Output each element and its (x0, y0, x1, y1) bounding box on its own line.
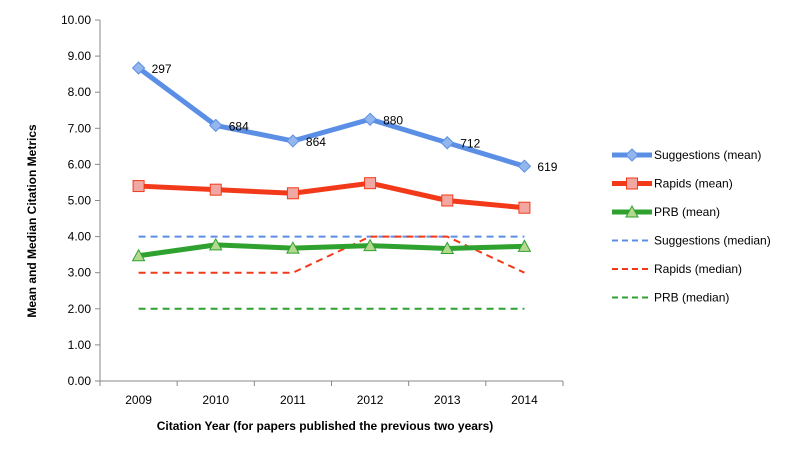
y-tick-label: 4.00 (68, 230, 92, 244)
y-tick-label: 8.00 (68, 85, 92, 99)
axes: 0.00 1.00 2.00 3.00 4.00 5.00 6.00 7.00 8.00 9.00… (61, 13, 564, 407)
data-point (363, 238, 377, 252)
data-point (363, 112, 377, 126)
series-rapids-median (138, 235, 525, 274)
legend-item-rapids-mean: Rapids (mean) (612, 177, 733, 191)
data-point (441, 194, 454, 207)
y-tick-label: 6.00 (68, 157, 92, 171)
y-tick-label: 10.00 (61, 13, 91, 27)
plot-area: 297 684 864 880 712 619 (131, 61, 558, 310)
data-point (131, 248, 146, 262)
y-tick-label: 3.00 (68, 266, 92, 280)
y-tick-label: 1.00 (68, 338, 92, 352)
data-point (209, 183, 222, 196)
series-line (138, 235, 525, 274)
x-tick-label: 2010 (202, 393, 229, 407)
data-label: 864 (306, 135, 326, 149)
series-rapids-mean (132, 177, 531, 214)
legend-label: PRB (median) (654, 291, 729, 305)
x-axis-title: Citation Year (for papers published the … (157, 419, 494, 433)
data-point (132, 180, 145, 193)
data-point (440, 241, 455, 255)
data-point (440, 136, 454, 150)
x-tick-label: 2009 (125, 393, 152, 407)
legend-label: Rapids (mean) (654, 177, 733, 191)
data-label: 880 (383, 113, 403, 127)
legend: Suggestions (mean) Rapids (mean) PRB (mean… (612, 148, 771, 305)
legend-item-suggestions-mean: Suggestions (mean) (612, 148, 761, 162)
data-point (517, 239, 532, 252)
legend-label: Suggestions (median) (654, 234, 771, 248)
legend-item-prb-mean: PRB (mean) (612, 204, 720, 219)
series-line (136, 180, 527, 211)
data-label: 684 (229, 119, 249, 133)
legend-marker (626, 177, 638, 190)
y-tick-label: 7.00 (68, 121, 92, 135)
data-point (286, 241, 300, 254)
legend-label: PRB (mean) (654, 205, 720, 219)
legend-item-suggestions-median: Suggestions (median) (612, 234, 771, 248)
y-tick-label: 9.00 (68, 49, 92, 63)
data-point (518, 201, 531, 214)
data-point (517, 159, 532, 173)
legend-marker (625, 148, 639, 162)
x-tick-label: 2013 (434, 393, 461, 407)
x-tick-label: 2012 (357, 393, 384, 407)
data-point (286, 187, 299, 200)
legend-label: Suggestions (mean) (654, 148, 761, 162)
data-point (364, 177, 377, 190)
y-tick-label: 2.00 (68, 302, 92, 316)
data-label: 619 (537, 160, 557, 174)
y-tick-label: 0.00 (68, 374, 92, 388)
y-axis-title: Mean and Median Citation Metrics (25, 124, 39, 318)
y-tick-label: 5.00 (68, 194, 92, 208)
data-point (209, 118, 223, 133)
series-line (136, 242, 527, 259)
data-label: 712 (460, 137, 480, 151)
x-tick-label: 2011 (280, 393, 306, 407)
x-tick-label: 2014 (511, 393, 538, 407)
legend-marker (625, 204, 639, 218)
data-label: 297 (152, 62, 172, 76)
series-line (136, 65, 527, 169)
data-point (286, 134, 300, 148)
series-prb-mean (131, 237, 532, 262)
legend-item-rapids-median: Rapids (median) (612, 262, 742, 276)
data-point (131, 61, 146, 75)
series-suggestions-mean: 297 684 864 880 712 619 (131, 61, 558, 174)
data-point (208, 237, 223, 251)
legend-label: Rapids (median) (654, 262, 742, 276)
legend-item-prb-median: PRB (median) (612, 291, 729, 305)
